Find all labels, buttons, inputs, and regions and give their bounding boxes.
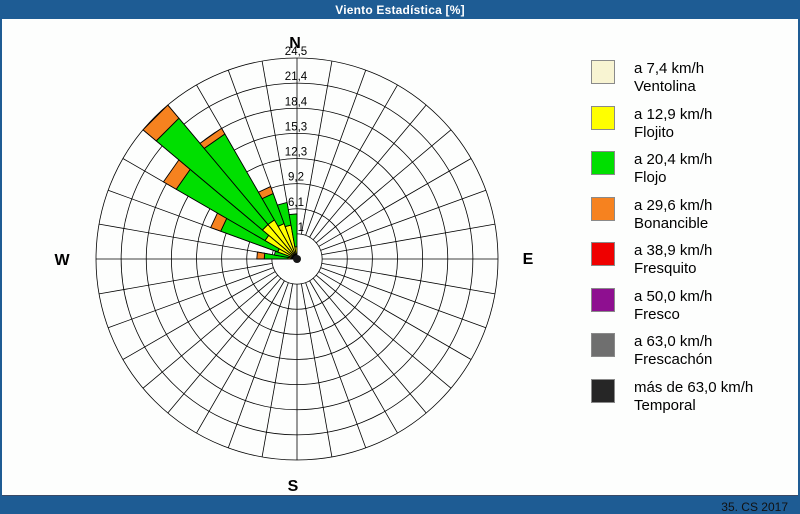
legend-speed-label: a 7,4 km/h [634, 60, 704, 78]
title-bar: Viento Estadística [%] [0, 0, 800, 19]
cardinal-north: N [289, 35, 301, 53]
grid-spoke [321, 190, 486, 250]
grid-spoke [143, 275, 278, 388]
grid-spoke [197, 281, 285, 433]
radial-tick: 6,1 [288, 197, 304, 209]
grid-spoke [321, 268, 486, 328]
grid-spoke [123, 272, 275, 360]
legend-name-label: Fresquito [634, 260, 712, 278]
legend-swatch-frescachon [591, 333, 615, 357]
legend-speed-label: a 63,0 km/h [634, 333, 712, 351]
grid-spoke [306, 283, 366, 448]
chart-panel: 3,16,19,212,315,318,421,424,5 N S W E a … [2, 19, 798, 496]
cardinal-east: E [523, 251, 534, 269]
grid-spoke [322, 263, 495, 294]
legend-speed-label: a 50,0 km/h [634, 288, 712, 306]
radial-tick: 21,4 [285, 71, 308, 83]
legend-swatch-flojo [591, 151, 615, 175]
legend-speed-label: a 20,4 km/h [634, 151, 712, 169]
grid-spoke [301, 284, 332, 457]
bottom-strip [0, 496, 800, 500]
legend-speed-label: a 38,9 km/h [634, 242, 712, 260]
legend-name-label: Flojo [634, 169, 712, 187]
legend-swatch-flojito [591, 106, 615, 130]
legend-name-label: Temporal [634, 397, 753, 415]
legend-name-label: Bonancible [634, 215, 712, 233]
cardinal-south: S [288, 478, 299, 496]
radial-tick: 15,3 [285, 121, 307, 133]
grid-spoke [310, 85, 398, 237]
grid-spoke [316, 130, 451, 243]
legend-name-label: Fresco [634, 306, 712, 324]
grid-spoke [262, 284, 293, 457]
legend-swatch-temporal [591, 379, 615, 403]
grid-spoke [168, 278, 281, 413]
legend-swatch-ventolina [591, 60, 615, 84]
center-dot [293, 255, 301, 263]
legend-name-label: Frescachón [634, 351, 712, 369]
radial-tick-labels: 3,16,19,212,315,318,421,424,5 [285, 46, 308, 234]
legend-swatch-bonancible [591, 197, 615, 221]
grid-spoke [99, 263, 272, 294]
grid-spoke [316, 275, 451, 388]
legend-name-label: Ventolina [634, 78, 704, 96]
bar-segment-bonancible [257, 252, 265, 259]
radial-tick: 12,3 [285, 147, 307, 159]
legend-name-label: Flojito [634, 124, 712, 142]
radial-tick: 18,4 [285, 96, 308, 108]
grid-spoke [310, 281, 398, 433]
footer-credit: 35. CS 2017 [721, 500, 788, 514]
grid-spoke [319, 159, 471, 247]
legend-speed-label: a 29,6 km/h [634, 197, 712, 215]
cardinal-west: W [54, 252, 69, 270]
grid-spoke [319, 272, 471, 360]
grid-spoke [313, 105, 426, 240]
grid-spoke [108, 268, 273, 328]
legend-swatch-fresquito [591, 242, 615, 266]
legend-swatch-fresco [591, 288, 615, 312]
grid-spoke [306, 70, 366, 235]
legend-speed-label: más de 63,0 km/h [634, 379, 753, 397]
window-title: Viento Estadística [%] [335, 3, 465, 17]
radial-tick: 9,2 [288, 172, 304, 184]
grid-spoke [313, 278, 426, 413]
grid-spoke [228, 283, 288, 448]
legend-speed-label: a 12,9 km/h [634, 106, 712, 124]
grid-spoke [322, 224, 495, 255]
